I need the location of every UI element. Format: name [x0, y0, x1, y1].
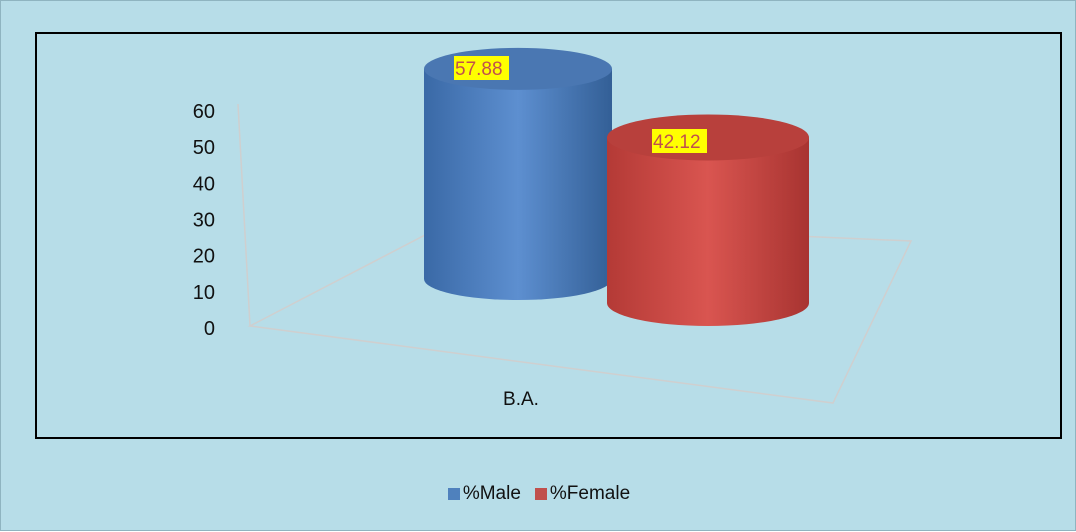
cylinder-body — [424, 68, 612, 300]
y-tick-label: 50 — [193, 137, 215, 159]
legend-item-male: %Male — [447, 483, 521, 505]
cylinder-top — [607, 114, 809, 161]
bars — [424, 47, 809, 326]
y-tick-label: 0 — [204, 318, 215, 340]
legend-swatch-male — [447, 488, 460, 500]
category-label: B.A. — [503, 389, 539, 410]
legend-label-female: %Female — [549, 483, 631, 504]
data-label-bg — [454, 56, 509, 80]
bar-female — [607, 114, 809, 326]
data-label: 57.88 — [455, 59, 503, 80]
legend-item-female: %Female — [534, 483, 631, 505]
y-tick-label: 10 — [193, 282, 215, 304]
floor-plane — [247, 220, 913, 404]
data-label: 42.12 — [653, 132, 701, 153]
y-tick-label: 40 — [193, 173, 215, 195]
y-tick-label: 30 — [193, 210, 215, 232]
back-wall-line — [237, 103, 251, 327]
y-tick-label: 60 — [193, 101, 215, 123]
legend-label-male: %Male — [462, 483, 521, 504]
data-labels: 57.88 42.12 — [454, 56, 707, 153]
cylinder-body — [607, 137, 809, 326]
data-label-bg — [652, 129, 707, 153]
y-axis-ticks: 0 10 20 30 40 50 60 — [193, 101, 215, 340]
legend: %Male %Female — [1, 483, 1076, 505]
plot-area-border — [35, 32, 1062, 439]
legend-swatch-female — [534, 488, 547, 500]
y-tick-label: 20 — [193, 246, 215, 268]
cylinder-top — [424, 47, 612, 90]
bar-male — [424, 47, 612, 300]
